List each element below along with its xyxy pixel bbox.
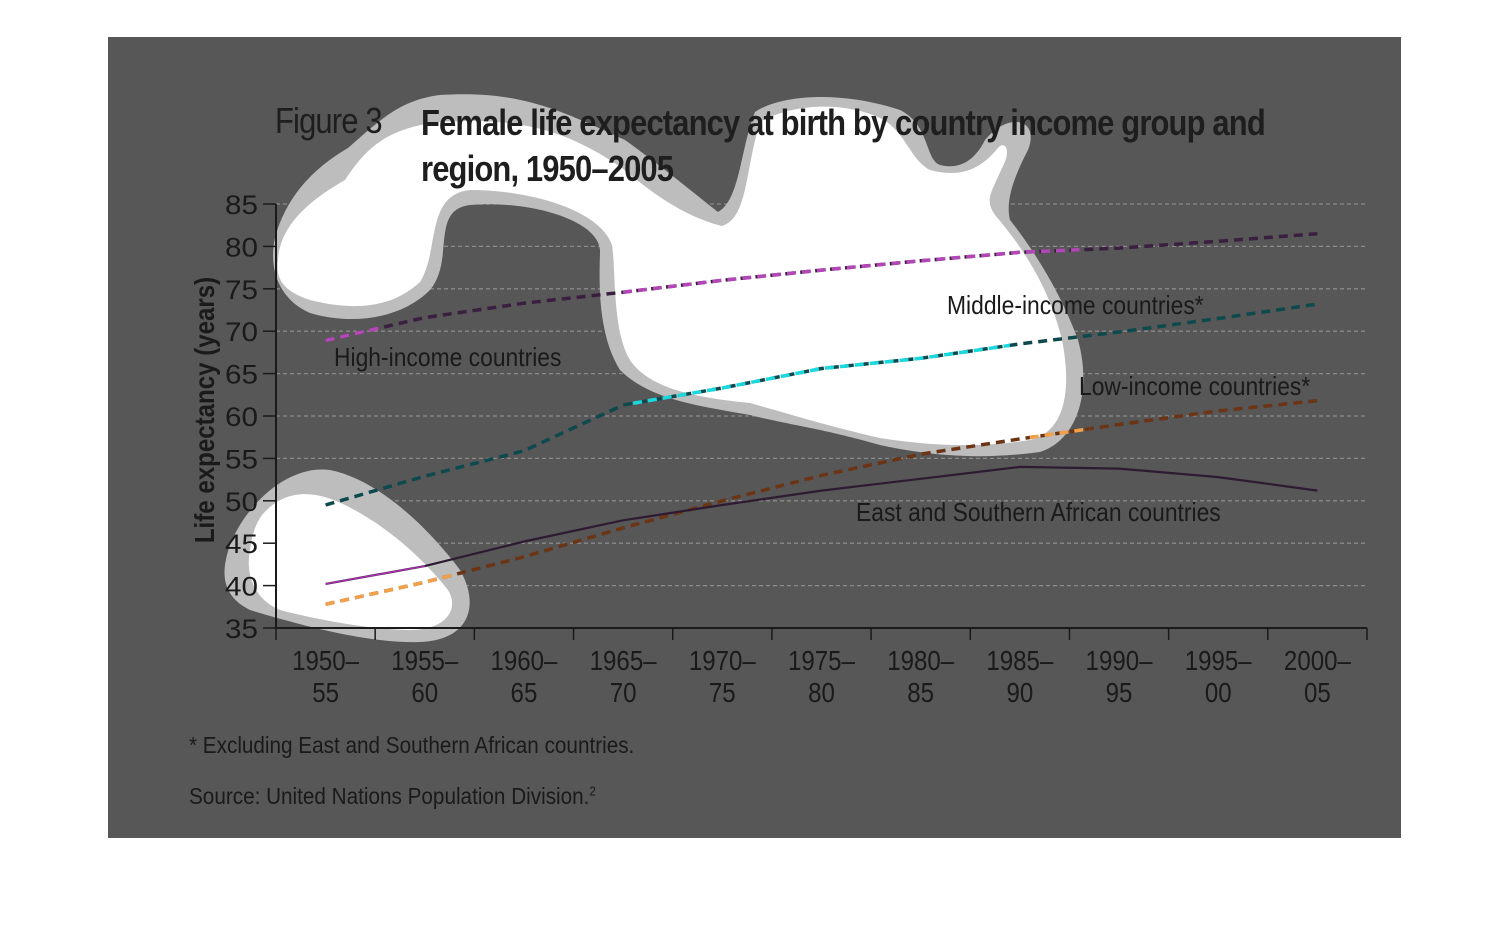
series-line-highlight xyxy=(632,343,1011,406)
x-tick-label: 1965– 70 xyxy=(590,644,657,708)
source-note: Source: United Nations Population Divisi… xyxy=(189,783,596,810)
series-line-highlight xyxy=(622,248,1080,294)
y-tick-label: 40 xyxy=(225,572,258,602)
series xyxy=(325,231,1318,607)
x-tick-label-line: 70 xyxy=(610,676,637,708)
series-line-highlight xyxy=(325,572,455,607)
y-tick-label: 45 xyxy=(225,529,258,559)
x-tick-label-line: 65 xyxy=(511,676,538,708)
y-tick-label: 60 xyxy=(225,402,258,432)
y-tick-label: 75 xyxy=(225,275,258,305)
x-tick-label-line: 95 xyxy=(1106,676,1133,708)
x-tick-label-line: 55 xyxy=(312,676,339,708)
x-tick-label: 1975– 80 xyxy=(788,644,855,708)
x-tick-label-line: 00 xyxy=(1205,676,1232,708)
series-label: Middle-income countries* xyxy=(947,292,1204,321)
series-line-highlight xyxy=(325,326,381,343)
highlight-region xyxy=(277,106,1067,446)
y-tick-label: 85 xyxy=(225,190,258,220)
x-tick-label-line: 80 xyxy=(808,676,835,708)
x-tick-label-line: 90 xyxy=(1006,676,1033,708)
x-tick-label-line: 1955– xyxy=(391,644,458,676)
x-tick-label: 1980– 85 xyxy=(887,644,954,708)
source-text: Source: United Nations Population Divisi… xyxy=(189,783,590,809)
x-tick-label: 1950– 55 xyxy=(292,644,359,708)
source-superscript: 2 xyxy=(589,783,596,799)
x-tick-label-line: 1950– xyxy=(292,644,359,676)
series-line xyxy=(325,302,1318,507)
y-axis-label: Life expectancy (years) xyxy=(188,277,220,543)
x-tick-label-line: 2000– xyxy=(1284,644,1351,676)
x-tick-label: 1985– 90 xyxy=(986,644,1053,708)
y-tick-label: 35 xyxy=(225,614,258,644)
series-label: Low-income countries* xyxy=(1079,373,1311,402)
footnote: * Excluding East and Southern African co… xyxy=(189,732,635,758)
x-tick-label-line: 1960– xyxy=(490,644,557,676)
x-tick-label-line: 1980– xyxy=(887,644,954,676)
x-tick-label-line: 60 xyxy=(411,676,438,708)
x-tick-label: 1995– 00 xyxy=(1185,644,1252,708)
x-tick-label: 2000– 05 xyxy=(1284,644,1351,708)
x-tick-label: 1990– 95 xyxy=(1086,644,1153,708)
x-tick-label-line: 85 xyxy=(907,676,934,708)
series-line-highlight xyxy=(325,565,425,585)
labels: High-income countries Middle-income count… xyxy=(334,292,1311,528)
highlight-regions xyxy=(224,94,1084,643)
series-label: High-income countries xyxy=(334,344,561,373)
x-tick-label-line: 1975– xyxy=(788,644,855,676)
chart-title: Female life expectancy at birth by count… xyxy=(421,102,1266,189)
highlight-region-small xyxy=(248,494,453,630)
x-tick-label: 1960– 65 xyxy=(490,644,557,708)
x-tick-label: 1970– 75 xyxy=(689,644,756,708)
x-tick-label-line: 1970– xyxy=(689,644,756,676)
y-tick-label: 50 xyxy=(225,487,258,517)
y-tick-label: 65 xyxy=(225,360,258,390)
series-line-highlight xyxy=(1029,427,1090,440)
y-tick-label: 70 xyxy=(225,317,258,347)
series-line xyxy=(325,465,1318,585)
x-tick-label-line: 1990– xyxy=(1086,644,1153,676)
x-tick-label-line: 1995– xyxy=(1185,644,1252,676)
y-tick-label: 55 xyxy=(225,444,258,474)
figure-label: Figure 3 xyxy=(275,100,383,141)
x-tick-label: 1955– 60 xyxy=(391,644,458,708)
series-label: East and Southern African countries xyxy=(856,499,1221,528)
x-tick-label-line: 75 xyxy=(709,676,736,708)
y-tick-label: 80 xyxy=(225,232,258,262)
x-tick-label-line: 1985– xyxy=(986,644,1053,676)
x-tick-label-line: 1965– xyxy=(590,644,657,676)
series-line xyxy=(325,398,1318,607)
x-tick-label-line: 05 xyxy=(1304,676,1331,708)
